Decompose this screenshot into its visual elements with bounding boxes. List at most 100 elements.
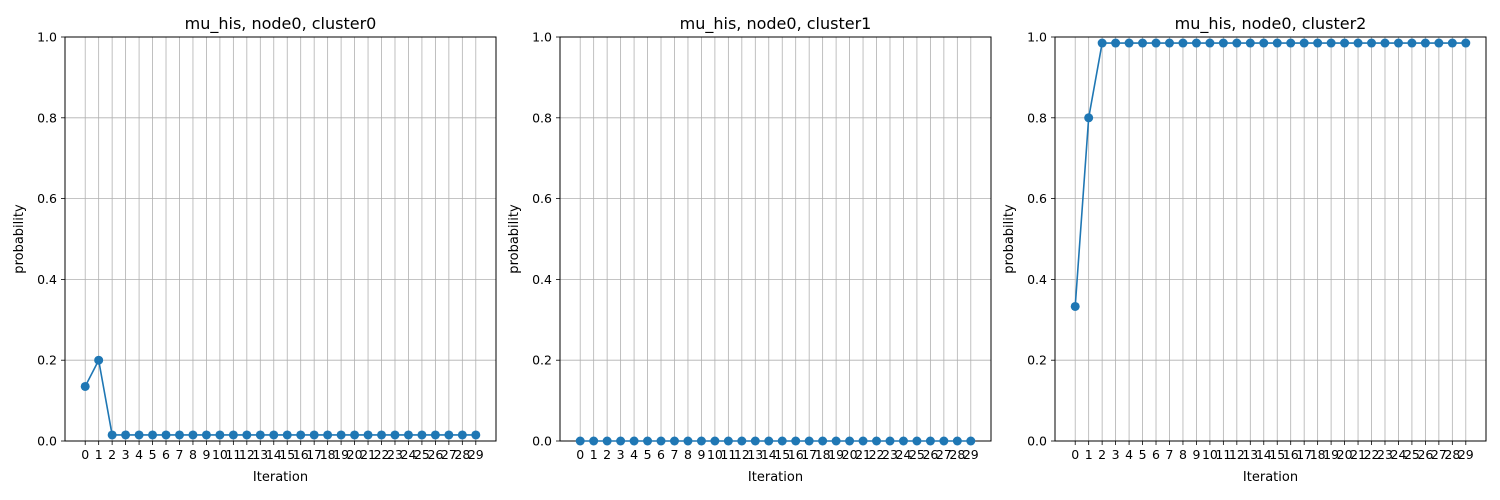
x-tick-label: 25	[414, 447, 430, 462]
plot-frame	[559, 36, 992, 442]
x-tick-label: 11	[720, 447, 736, 462]
x-tick-label: 10	[212, 447, 228, 462]
x-tick-label: 19	[828, 447, 844, 462]
data-point	[323, 430, 333, 440]
x-tick-label: 10	[1202, 447, 1218, 462]
x-tick-label: 29	[468, 447, 484, 462]
x-tick-label: 27	[441, 447, 457, 462]
data-point	[696, 436, 706, 446]
x-tick-label: 3	[617, 447, 625, 462]
data-point	[1084, 113, 1094, 123]
data-point	[1151, 38, 1161, 48]
data-point	[309, 430, 319, 440]
data-point	[643, 436, 653, 446]
chart-title: mu_his, node0, cluster0	[185, 14, 377, 34]
x-tick-label: 26	[922, 447, 938, 462]
chart-panel-0: 0 1 2 3 4 5 6 7 8 9 101112131415161718192021222324…	[12, 14, 497, 485]
y-tick-label: 0.0	[532, 434, 552, 449]
data-point	[228, 430, 238, 440]
data-point	[1111, 38, 1121, 48]
data-point	[1353, 38, 1363, 48]
data-point	[134, 430, 144, 440]
data-point	[174, 430, 184, 440]
data-point	[1380, 38, 1390, 48]
x-tick-label: 23	[882, 447, 898, 462]
data-point	[148, 430, 158, 440]
x-tick-label: 6	[1152, 447, 1160, 462]
data-point	[1205, 38, 1215, 48]
x-tick-label: 12	[239, 447, 255, 462]
x-tick-label: 27	[936, 447, 952, 462]
data-point	[1286, 38, 1296, 48]
x-tick-label: 24	[401, 447, 417, 462]
data-point	[1326, 38, 1336, 48]
x-tick-label: 8	[189, 447, 197, 462]
data-point	[1070, 301, 1080, 311]
data-point	[1164, 38, 1174, 48]
x-tick-label: 2	[1098, 447, 1106, 462]
x-tick-label: 17	[801, 447, 817, 462]
x-tick-label: 15	[774, 447, 790, 462]
data-point	[457, 430, 467, 440]
x-tick-label: 15	[279, 447, 295, 462]
data-point	[575, 436, 585, 446]
x-tick-label: 0	[81, 447, 89, 462]
x-tick-label: 13	[1242, 447, 1258, 462]
data-point	[723, 436, 733, 446]
x-tick-label: 3	[122, 447, 130, 462]
data-point	[589, 436, 599, 446]
data-point	[898, 436, 908, 446]
data-point	[845, 436, 855, 446]
data-point	[444, 430, 454, 440]
x-tick-label: 28	[949, 447, 965, 462]
data-point	[737, 436, 747, 446]
y-tick-label: 1.0	[532, 30, 552, 45]
data-point	[121, 430, 131, 440]
x-tick-label: 29	[963, 447, 979, 462]
x-tick-label: 8	[1179, 447, 1187, 462]
x-tick-label: 23	[1377, 447, 1393, 462]
data-point	[818, 436, 828, 446]
x-tick-label: 28	[1444, 447, 1460, 462]
data-point	[1367, 38, 1377, 48]
x-tick-label: 9	[1192, 447, 1200, 462]
x-tick-label: 7	[671, 447, 679, 462]
data-point	[710, 436, 720, 446]
data-point	[188, 430, 198, 440]
data-point	[1461, 38, 1471, 48]
data-point	[403, 430, 413, 440]
x-tick-label: 7	[1166, 447, 1174, 462]
x-tick-label: 12	[1229, 447, 1245, 462]
y-tick-label: 0.4	[1027, 272, 1047, 287]
chart-title: mu_his, node0, cluster1	[680, 14, 872, 34]
data-point	[1393, 38, 1403, 48]
x-tick-label: 25	[909, 447, 925, 462]
y-tick-label: 1.0	[37, 30, 57, 45]
x-tick-label: 21	[1350, 447, 1366, 462]
data-point	[804, 436, 814, 446]
y-tick-label: 0.4	[532, 272, 552, 287]
y-tick-label: 1.0	[1027, 30, 1047, 45]
series-line	[84, 357, 476, 436]
data-point	[1434, 38, 1444, 48]
data-point	[201, 430, 211, 440]
x-tick-label: 8	[684, 447, 692, 462]
data-point	[1259, 38, 1269, 48]
data-point	[215, 430, 225, 440]
x-tick-label: 12	[734, 447, 750, 462]
x-tick-label: 14	[761, 447, 777, 462]
y-tick-label: 0.6	[37, 191, 57, 206]
data-point	[80, 381, 90, 391]
data-point	[94, 355, 104, 365]
data-point	[296, 430, 306, 440]
x-tick-label: 2	[108, 447, 116, 462]
x-tick-label: 21	[855, 447, 871, 462]
data-point	[1138, 38, 1148, 48]
y-tick-label: 0.8	[37, 110, 57, 125]
x-tick-label: 22	[1364, 447, 1380, 462]
chart-panel-1: 0 1 2 3 4 5 6 7 8 9 101112131415161718192021222324…	[507, 14, 992, 485]
y-tick-label: 0.6	[1027, 191, 1047, 206]
x-tick-label: 3	[1112, 447, 1120, 462]
y-tick-label: 0.6	[532, 191, 552, 206]
